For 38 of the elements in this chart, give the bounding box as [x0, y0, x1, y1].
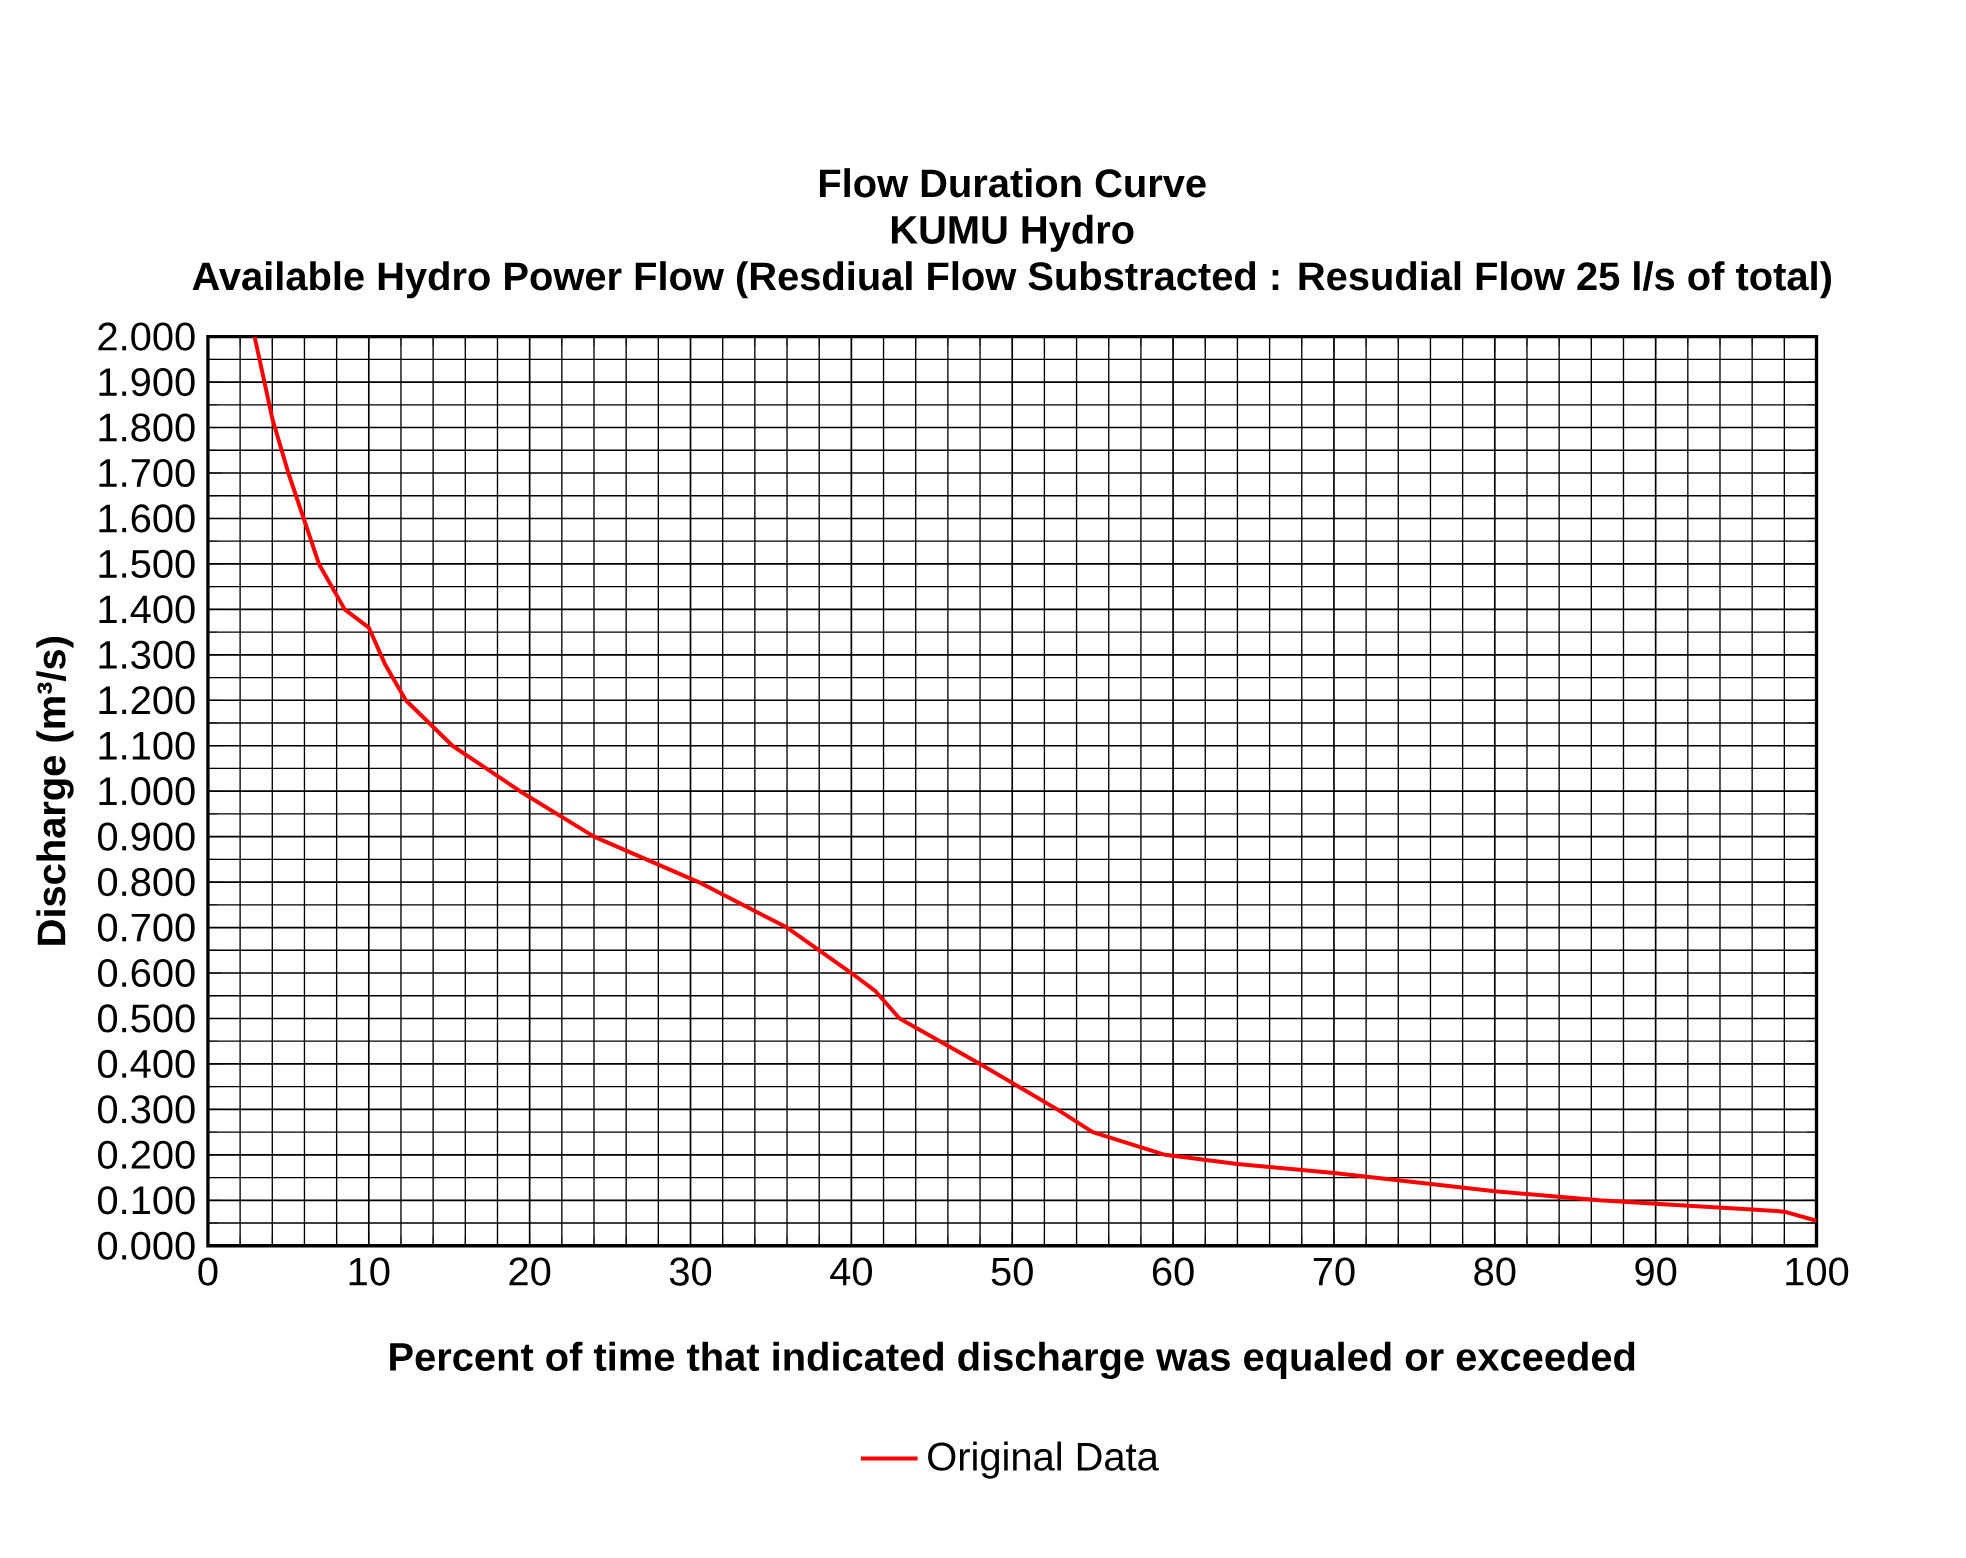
y-tick-label: 1.800 — [99, 413, 195, 442]
x-axis-title: Percent of time that indicated discharge was equaled or exceeded — [390, 1341, 1635, 1380]
y-tick-label: 1.900 — [99, 368, 195, 397]
text: Available Hydro Power Flow (Resdiual Flow Substracted : Resudial Flow 25 l/s of total) — [192, 261, 1831, 299]
y-tick-label: 0.800 — [98, 868, 195, 897]
y-tick-label: 0.400 — [98, 1050, 195, 1079]
y-tick-label: 0.500 — [98, 1004, 195, 1033]
x-tick-label: 50 — [991, 1257, 1033, 1286]
y-tick-label: 1.100 — [99, 731, 195, 760]
y-axis-title: Discharge (m³/s) — [36, 637, 74, 945]
legend-label: Original Data — [928, 1441, 1159, 1479]
x-tick-label: 10 — [349, 1257, 390, 1286]
x-tick-label: 90 — [1635, 1257, 1677, 1286]
x-tick-label: 20 — [509, 1257, 551, 1286]
x-tick-label: 60 — [1152, 1257, 1194, 1286]
y-tick-label: 1.300 — [99, 640, 195, 670]
y-tick-label: 0.000 — [98, 1231, 195, 1261]
y-tick-label: 1.200 — [99, 686, 195, 715]
x-tick-label: 100 — [1786, 1257, 1849, 1286]
x-tick-label: 80 — [1474, 1257, 1516, 1286]
x-tick-label: 0 — [198, 1257, 218, 1286]
y-tick-label: 1.500 — [99, 549, 195, 579]
x-tick-label: 70 — [1313, 1257, 1355, 1286]
chart-subtitle: KUMU Hydro — [891, 214, 1134, 252]
y-tick-label: 1.400 — [99, 595, 195, 624]
y-tick-label: 1.700 — [99, 459, 195, 488]
y-tick-label: 2.000 — [98, 322, 195, 351]
y-tick-label: 0.300 — [98, 1095, 195, 1124]
y-tick-label: 0.100 — [98, 1186, 195, 1215]
x-tick-label: 30 — [669, 1257, 712, 1286]
y-tick-label: 0.700 — [98, 913, 195, 942]
chart-title: Flow Duration Curve — [819, 168, 1206, 198]
y-tick-label: 0.200 — [98, 1140, 195, 1170]
y-tick-label: 1.600 — [99, 504, 195, 533]
y-tick-label: 0.900 — [98, 822, 195, 851]
x-tick-label: 40 — [830, 1257, 872, 1286]
y-tick-label: 0.600 — [98, 959, 195, 988]
y-tick-label: 1.000 — [99, 777, 195, 806]
